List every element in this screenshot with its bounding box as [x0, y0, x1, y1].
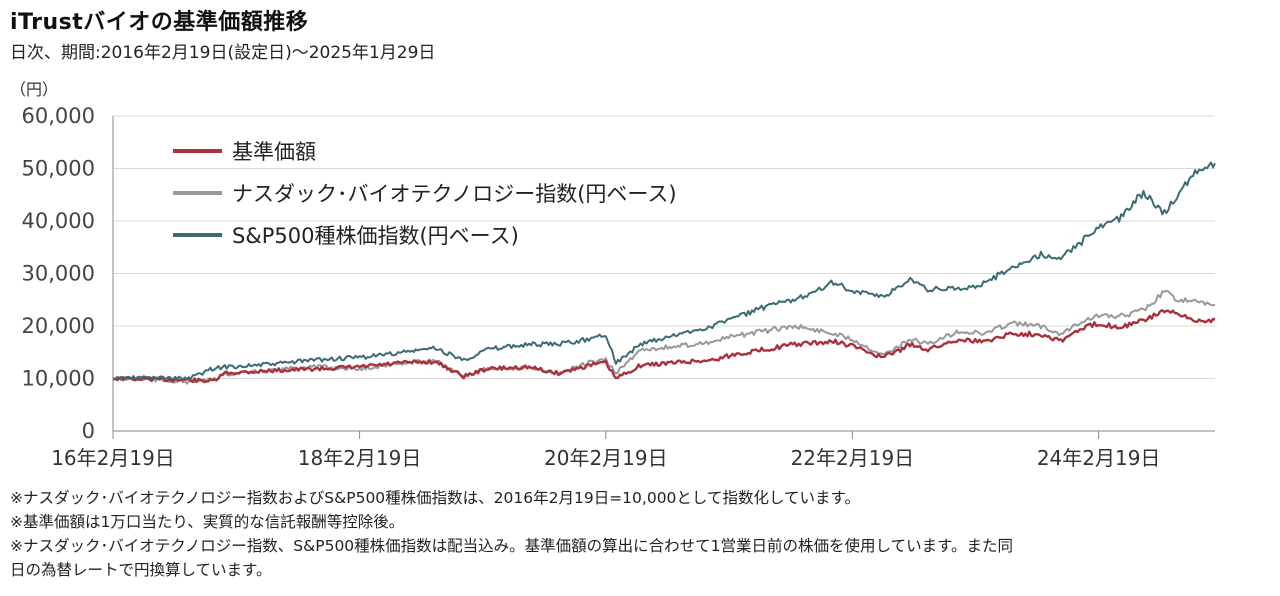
y-axis-ticks: 0 10,000 20,000 30,000 40,000 50,000 60,000: [22, 104, 95, 443]
x-tick-label: 20年2月19日: [544, 446, 668, 470]
legend-label: ナスダック･バイオテクノロジー指数(円ベース): [232, 182, 677, 206]
legend-label: 基準価額: [232, 140, 316, 164]
x-axis-ticks: 16年2月19日 18年2月19日 20年2月19日 22年2月19日 24年2月19日: [51, 431, 1160, 470]
footnote-1: ※ナスダック･バイオテクノロジー指数およびS&P500種株価指数は、2016年2…: [10, 489, 860, 507]
y-tick-label: 20,000: [22, 314, 95, 338]
footnote-4: 日の為替レートで円換算しています。: [10, 561, 272, 579]
footnote-2: ※基準価額は1万口当たり、実質的な信託報酬等控除後。: [10, 513, 405, 531]
x-tick-label: 16年2月19日: [51, 446, 175, 470]
series-line: [112, 309, 1216, 384]
line-chart: （円） 0 10,000 20,000 30,000 40,000 50,000 60,00…: [10, 80, 1216, 470]
y-tick-label: 10,000: [22, 367, 95, 391]
y-tick-label: 60,000: [22, 104, 95, 128]
x-tick-label: 18年2月19日: [298, 446, 422, 470]
series-lines: [112, 161, 1216, 385]
y-tick-label: 0: [82, 419, 95, 443]
x-tick-label: 22年2月19日: [791, 446, 915, 470]
x-tick-label: 24年2月19日: [1037, 446, 1161, 470]
footnotes: ※ナスダック･バイオテクノロジー指数およびS&P500種株価指数は、2016年2…: [10, 486, 1260, 582]
series-line: [112, 161, 1216, 381]
chart-title: iTrustバイオの基準価額推移: [10, 10, 309, 35]
y-tick-label: 50,000: [22, 157, 95, 181]
chart-subtitle: 日次、期間:2016年2月19日(設定日)～2025年1月29日: [10, 43, 436, 63]
footnote-3: ※ナスダック･バイオテクノロジー指数、S&P500種株価指数は配当込み。基準価額…: [10, 537, 1014, 555]
y-tick-label: 40,000: [22, 209, 95, 233]
y-tick-label: 30,000: [22, 262, 95, 286]
y-axis-unit-label: （円）: [10, 80, 58, 99]
legend-label: S&P500種株価指数(円ベース): [232, 224, 519, 248]
